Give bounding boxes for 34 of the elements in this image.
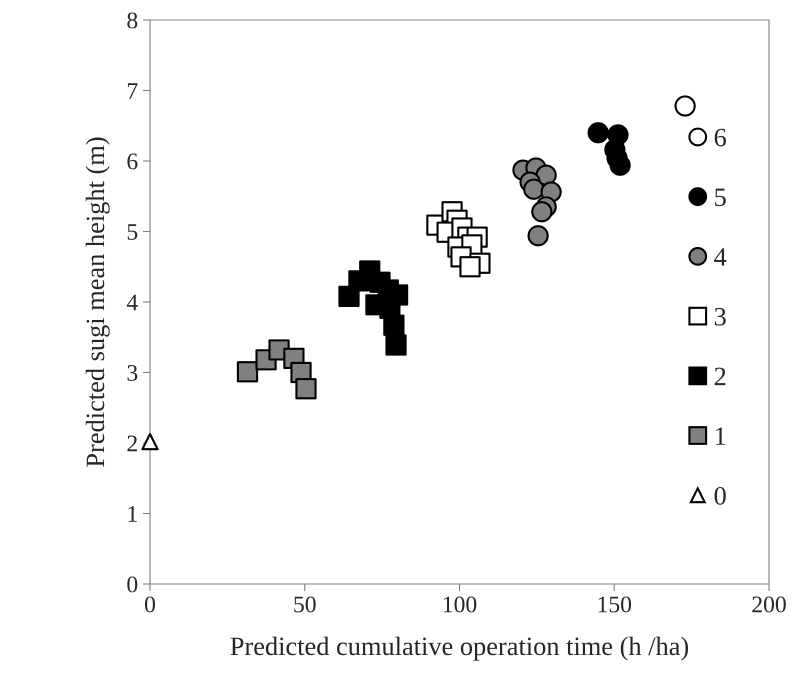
x-tick-label: 0 [144,596,156,612]
point [674,95,696,117]
legend-label: 2 [714,368,726,386]
y-tick-label: 0 [127,576,138,592]
y-axis-title: Predicted sugi mean height (m) [86,138,110,467]
y-tick-label: 4 [126,294,138,310]
y-tick-label: 8 [127,12,138,28]
point [385,334,407,356]
point [141,432,159,450]
y-tick-label: 7 [128,83,138,99]
point [523,178,544,200]
y-tick-label: 2 [127,436,137,452]
point [383,314,405,336]
legend-label: 3 [714,308,726,326]
point [531,201,552,222]
legend-label: 1 [716,427,726,445]
legend-label: 0 [714,486,726,505]
legend-label: 6 [714,128,726,146]
x-axis-title: Predicted cumulative operation time (h /ha) [230,636,688,661]
x-tick-label: 200 [752,596,786,612]
point [295,378,317,400]
point [236,361,258,382]
y-tick-label: 6 [127,154,138,170]
point [527,225,549,246]
y-tick-label: 1 [128,506,137,522]
x-tick-label: 150 [598,596,632,612]
point [588,122,609,144]
y-tick-label: 3 [128,365,138,381]
legend-label: 5 [715,188,726,206]
point [459,256,481,278]
y-tick-label: 5 [128,224,138,240]
x-tick-label: 100 [444,596,476,612]
legend-label: 4 [714,248,726,266]
x-tick-label: 50 [294,596,316,612]
